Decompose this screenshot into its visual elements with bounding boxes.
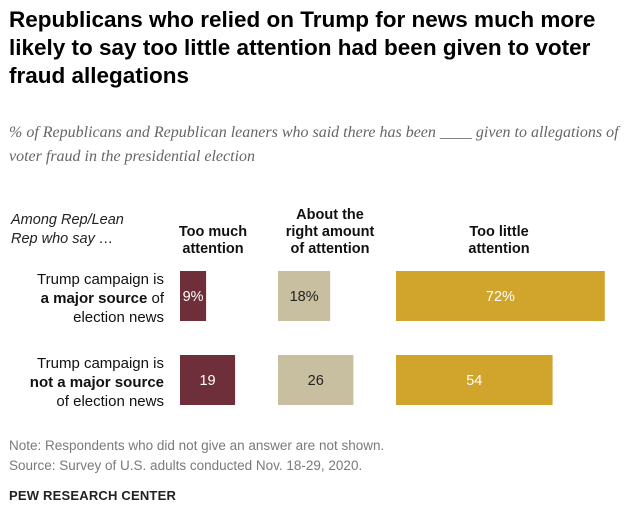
bar-series-2-row-2	[278, 355, 354, 405]
brand-logo-text: PEW RESEARCH CENTER	[9, 488, 177, 503]
column-header-2: About the right amount of attention	[286, 207, 375, 257]
row-header: Among Rep/Lean Rep who say …	[10, 212, 124, 247]
data-label-series-3-row-1: 72%	[486, 289, 515, 305]
row-label-line-3: election news	[73, 309, 164, 326]
column-header-1: Too much attention	[179, 224, 247, 257]
row-label-line-2: a major source of	[41, 290, 165, 307]
row-label-line-2: not a major source	[30, 374, 164, 391]
bar-series-1-row-1	[180, 271, 207, 321]
bar-series-2-row-1	[278, 271, 331, 321]
bar-series-3-row-2	[396, 355, 553, 405]
row-label-line-3: of election news	[56, 393, 164, 410]
row-label-line-1: Trump campaign is	[37, 355, 164, 372]
bar-series-3-row-1	[396, 271, 605, 321]
note-text: Note: Respondents who did not give an an…	[9, 438, 385, 453]
data-label-series-2-row-2: 26	[308, 373, 324, 389]
source-text: Source: Survey of U.S. adults conducted …	[9, 458, 363, 473]
data-label-series-2-row-1: 18%	[290, 289, 319, 305]
chart-title: Republicans who relied on Trump for news…	[9, 7, 596, 88]
data-label-series-1-row-1: 9%	[183, 289, 204, 305]
chart-subtitle: % of Republicans and Republican leaners …	[9, 124, 619, 165]
row-label-line-1: Trump campaign is	[37, 271, 164, 288]
data-label-series-3-row-2: 54	[466, 373, 482, 389]
data-label-series-1-row-2: 19	[199, 373, 215, 389]
column-header-3: Too little attention	[468, 224, 529, 257]
bar-series-1-row-2	[180, 355, 236, 405]
